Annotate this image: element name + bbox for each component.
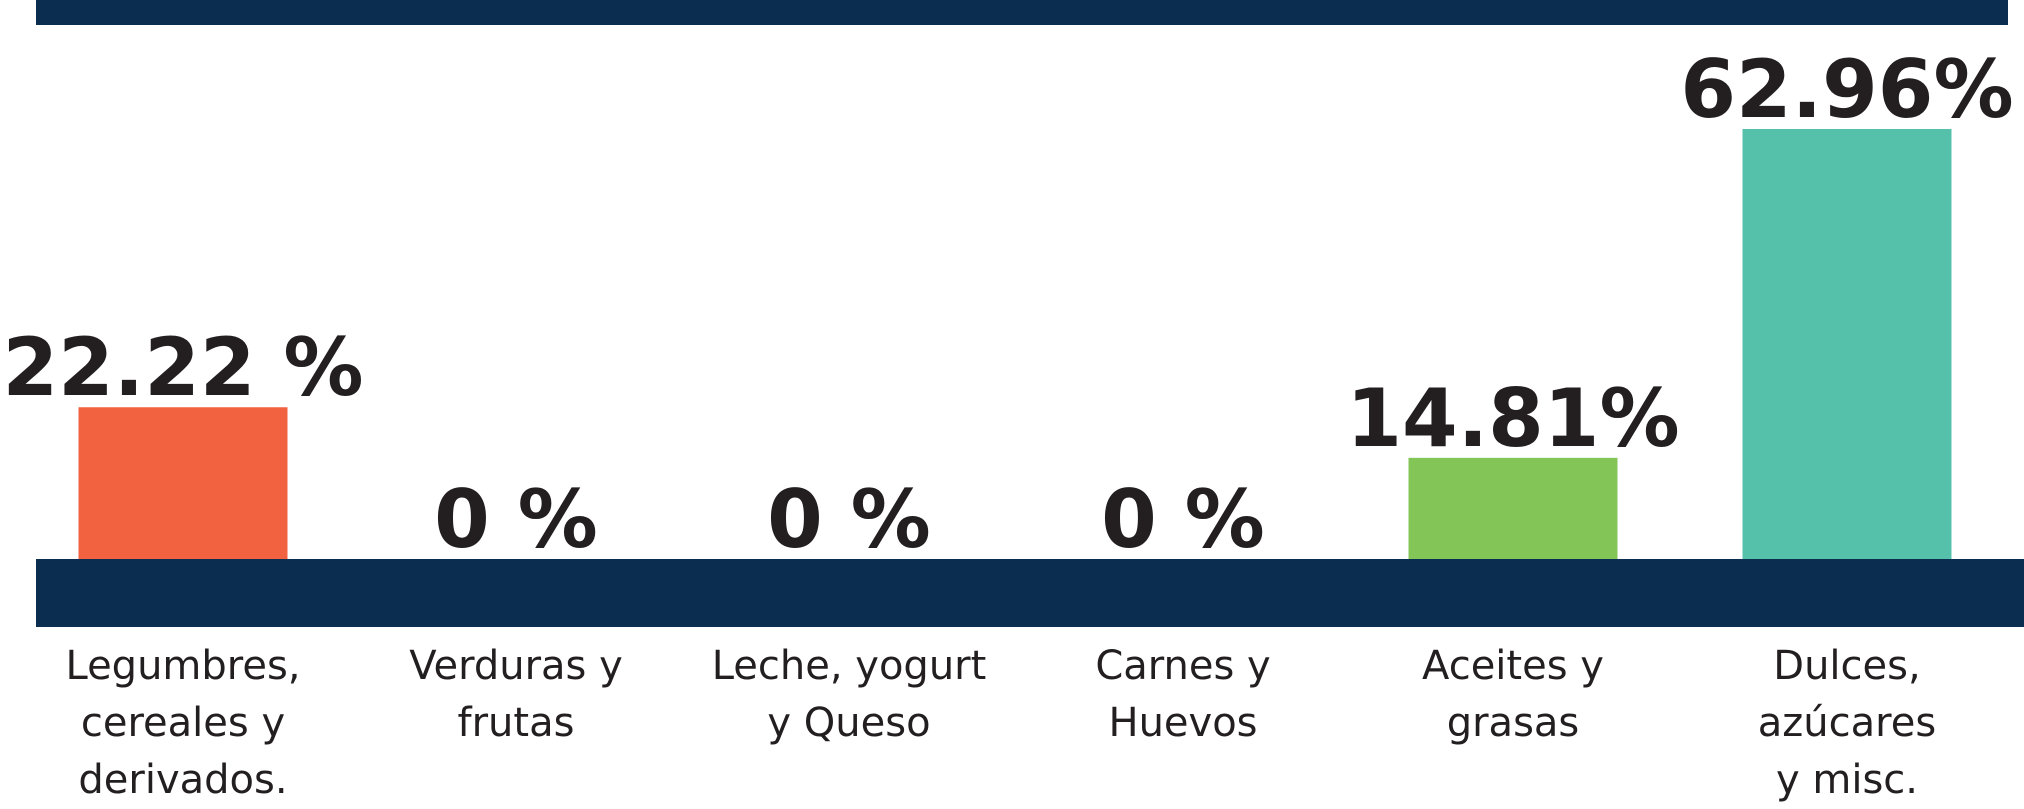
- category-label: Verduras y frutas: [409, 643, 623, 746]
- category-label: Legumbres, cereales y derivados.: [65, 643, 301, 803]
- value-label: 22.22 %: [2, 321, 363, 414]
- bar: [1408, 457, 1618, 559]
- value-label: 0 %: [767, 473, 931, 566]
- category-label: Carnes y Huevos: [1095, 643, 1271, 746]
- bar: [78, 407, 288, 559]
- category-label: Aceites y grasas: [1422, 643, 1604, 746]
- value-label: 62.96%: [1680, 43, 2013, 136]
- top-band: [36, 0, 2008, 25]
- bar: [1742, 129, 1952, 559]
- value-label: 14.81%: [1346, 372, 1679, 465]
- baseline-band: [36, 559, 2024, 627]
- category-label: Dulces, azúcares y misc.: [1757, 643, 1937, 803]
- value-label: 0 %: [1101, 473, 1265, 566]
- category-label: Leche, yogurt y Queso: [711, 643, 987, 746]
- value-label: 0 %: [434, 473, 598, 566]
